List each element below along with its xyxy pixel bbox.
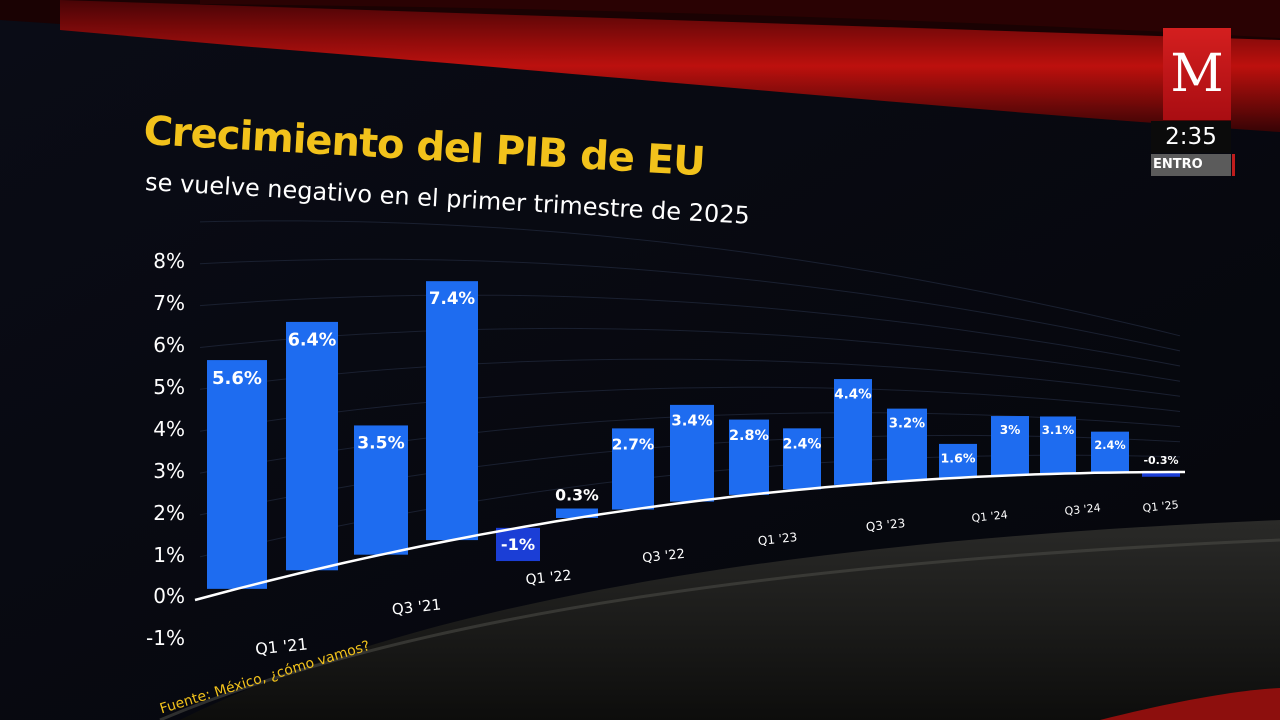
bar-16 (1142, 472, 1180, 477)
value-label-2: 3.5% (357, 434, 404, 454)
bar-3 (426, 281, 478, 541)
value-label-13: 3% (1000, 423, 1021, 437)
y-tick-7: 1% (153, 543, 185, 567)
y-tick-5: 3% (153, 459, 185, 483)
y-tick-3: 5% (153, 375, 185, 399)
bar-9 (783, 428, 821, 490)
grid-line-7 (199, 258, 1181, 352)
y-tick-4: 4% (153, 417, 185, 441)
y-tick-2: 6% (153, 333, 185, 357)
ticker-label: ENTRO (1151, 154, 1235, 176)
x-tick-1: Q3 '21 (391, 595, 442, 618)
bar-14 (1040, 416, 1076, 474)
value-label-7: 3.4% (671, 412, 712, 430)
bar-6 (612, 428, 654, 510)
x-tick-4: Q1 '23 (757, 530, 798, 548)
grid-line-6 (199, 294, 1181, 367)
zero-baseline (194, 470, 1185, 602)
grid-line-8 (199, 220, 1181, 337)
value-label-16: -0.3% (1143, 454, 1178, 467)
bar-7 (670, 404, 714, 502)
y-tick-9: -1% (146, 626, 185, 650)
x-tick-7: Q3 '24 (1064, 501, 1101, 518)
value-label-3: 7.4% (429, 289, 475, 308)
value-label-8: 2.8% (729, 428, 769, 444)
value-label-15: 2.4% (1094, 439, 1125, 452)
y-tick-0: 8% (153, 249, 185, 273)
y-tick-1: 7% (153, 291, 185, 315)
y-axis: 8% 7% 6% 5% 4% 3% 2% 1% 0% -1% (146, 249, 185, 650)
value-label-1: 6.4% (288, 330, 337, 350)
x-tick-5: Q3 '23 (865, 516, 906, 534)
bar-2 (354, 425, 408, 555)
x-tick-2: Q1 '22 (525, 568, 572, 589)
bar-13 (991, 416, 1029, 476)
bar-11 (887, 408, 927, 481)
logo-letter: M (1170, 44, 1224, 104)
value-label-14: 3.1% (1042, 423, 1075, 437)
grid-line-4 (199, 358, 1181, 397)
value-label-11: 3.2% (889, 417, 925, 432)
clock: 2:35 (1151, 121, 1231, 153)
bar-15 (1091, 431, 1129, 473)
value-label-5: 0.3% (555, 486, 599, 505)
bar-12 (939, 443, 977, 478)
milenio-logo: M (1163, 28, 1231, 120)
x-tick-8: Q1 '25 (1142, 498, 1179, 515)
value-label-9: 2.4% (783, 436, 822, 452)
y-tick-8: 0% (153, 584, 185, 608)
bar-8 (729, 419, 769, 495)
bar-0 (207, 360, 267, 589)
bar-10 (834, 379, 872, 485)
grid-line-3 (199, 386, 1181, 432)
bar-1 (286, 321, 338, 571)
y-tick-6: 2% (153, 501, 185, 525)
bar-5 (556, 508, 598, 518)
value-label-0: 5.6% (212, 368, 262, 389)
x-tick-6: Q1 '24 (971, 508, 1008, 525)
grid-line-5 (199, 327, 1181, 382)
bar-4 (496, 527, 540, 562)
bars: 5.6% 6.4% 3.5% 7.4% -1% 0.3% 2.7% 3.4% 2.8% 2.4% 4… (207, 281, 1180, 589)
x-tick-3: Q3 '22 (642, 547, 686, 566)
value-label-4: -1% (501, 535, 535, 554)
value-label-6: 2.7% (612, 436, 654, 454)
value-label-12: 1.6% (941, 451, 976, 466)
value-label-10: 4.4% (834, 387, 872, 403)
